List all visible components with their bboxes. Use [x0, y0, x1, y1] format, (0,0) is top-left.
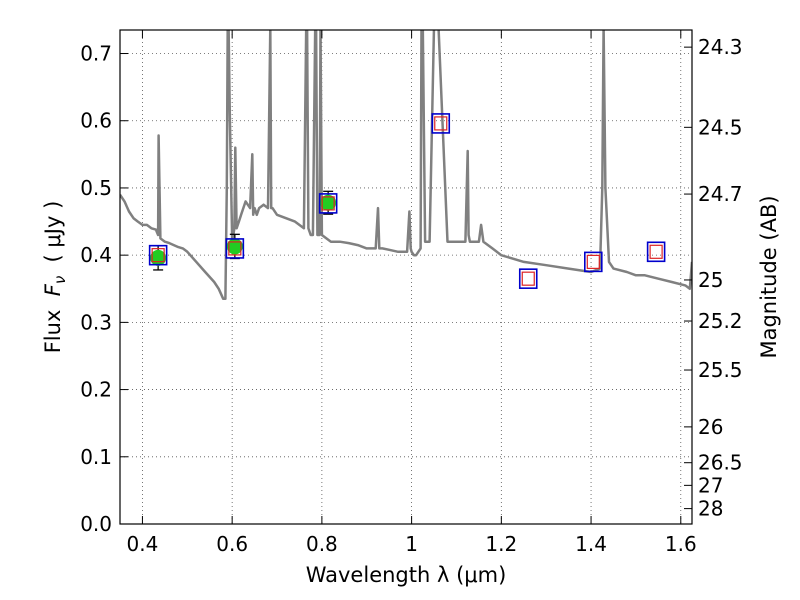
x-axis-label: Wavelength λ (μm) [306, 563, 507, 587]
y2-tick-label: 24.3 [698, 35, 743, 59]
model-flux-square [228, 241, 242, 256]
model-flux-square [321, 196, 335, 211]
x-tick-label: 1.4 [575, 532, 607, 556]
y-axis-label-pre: Flux [41, 296, 65, 353]
model-flux-box [225, 238, 245, 259]
x-tick-label: 0.8 [306, 532, 338, 556]
y2-tick-label: 25.5 [698, 358, 743, 382]
model-flux-box [584, 251, 603, 273]
x-tick-label: 0.4 [127, 532, 159, 556]
marker-layer [148, 113, 666, 289]
model-flux-box [318, 193, 338, 214]
y2-tick-label: 25.2 [698, 309, 743, 333]
y2-tick-label: 24.5 [698, 115, 743, 139]
y-axis-label-sub: ν [51, 276, 69, 284]
x-tick-label: 0.6 [216, 532, 248, 556]
y-tick-label: 0.3 [80, 310, 112, 334]
y2-tick-label: 24.7 [698, 182, 743, 206]
y-tick-label: 0.7 [80, 42, 112, 66]
model-flux-square [521, 271, 535, 286]
y-axis-label-var: F [41, 283, 65, 296]
model-flux-square [434, 116, 448, 131]
y2-tick-label: 26.5 [698, 451, 743, 475]
x-tick-label: 1 [405, 532, 418, 556]
observed-flux-point [226, 238, 243, 255]
y2-tick-label: 28 [698, 497, 723, 521]
y2-tick-label: 26 [698, 415, 723, 439]
y-tick-label: 0.1 [80, 445, 112, 469]
y-tick-label: 0.2 [80, 378, 112, 402]
y-tick-label: 0.5 [80, 176, 112, 200]
y-axis-label: Flux Fν ( μJy ) [41, 201, 69, 354]
model-flux-box [431, 113, 451, 134]
y-tick-label: 0.6 [80, 109, 112, 133]
model-flux-square [649, 244, 663, 259]
y-tick-label: 0.0 [80, 512, 112, 536]
y2-axis-label: Magnitude (AB) [757, 195, 781, 358]
model-flux-box [148, 244, 168, 266]
y2-tick-label: 27 [698, 473, 723, 497]
model-spectrum-line [120, 30, 692, 301]
model-flux-box [646, 241, 666, 263]
y2-tick-label: 25 [698, 268, 723, 292]
model-flux-box [518, 268, 538, 289]
y-tick-label: 0.4 [80, 243, 112, 267]
model-flux-square [151, 248, 165, 263]
observed-flux-point [150, 249, 167, 266]
x-tick-label: 1.2 [485, 532, 517, 556]
tick-layer: 0.4 0.6 0.8 1 1.2 1.4 1.6 0.0 0.1 0.2 0.3 0.4 0.5 0.6… [80, 30, 743, 556]
model-flux-square [586, 254, 600, 269]
x-tick-label: 1.6 [665, 532, 697, 556]
grid-lines [120, 30, 692, 525]
y-axis-label-post: ( μJy ) [41, 201, 65, 276]
series-layer [120, 30, 692, 301]
plot-frame [119, 29, 693, 525]
